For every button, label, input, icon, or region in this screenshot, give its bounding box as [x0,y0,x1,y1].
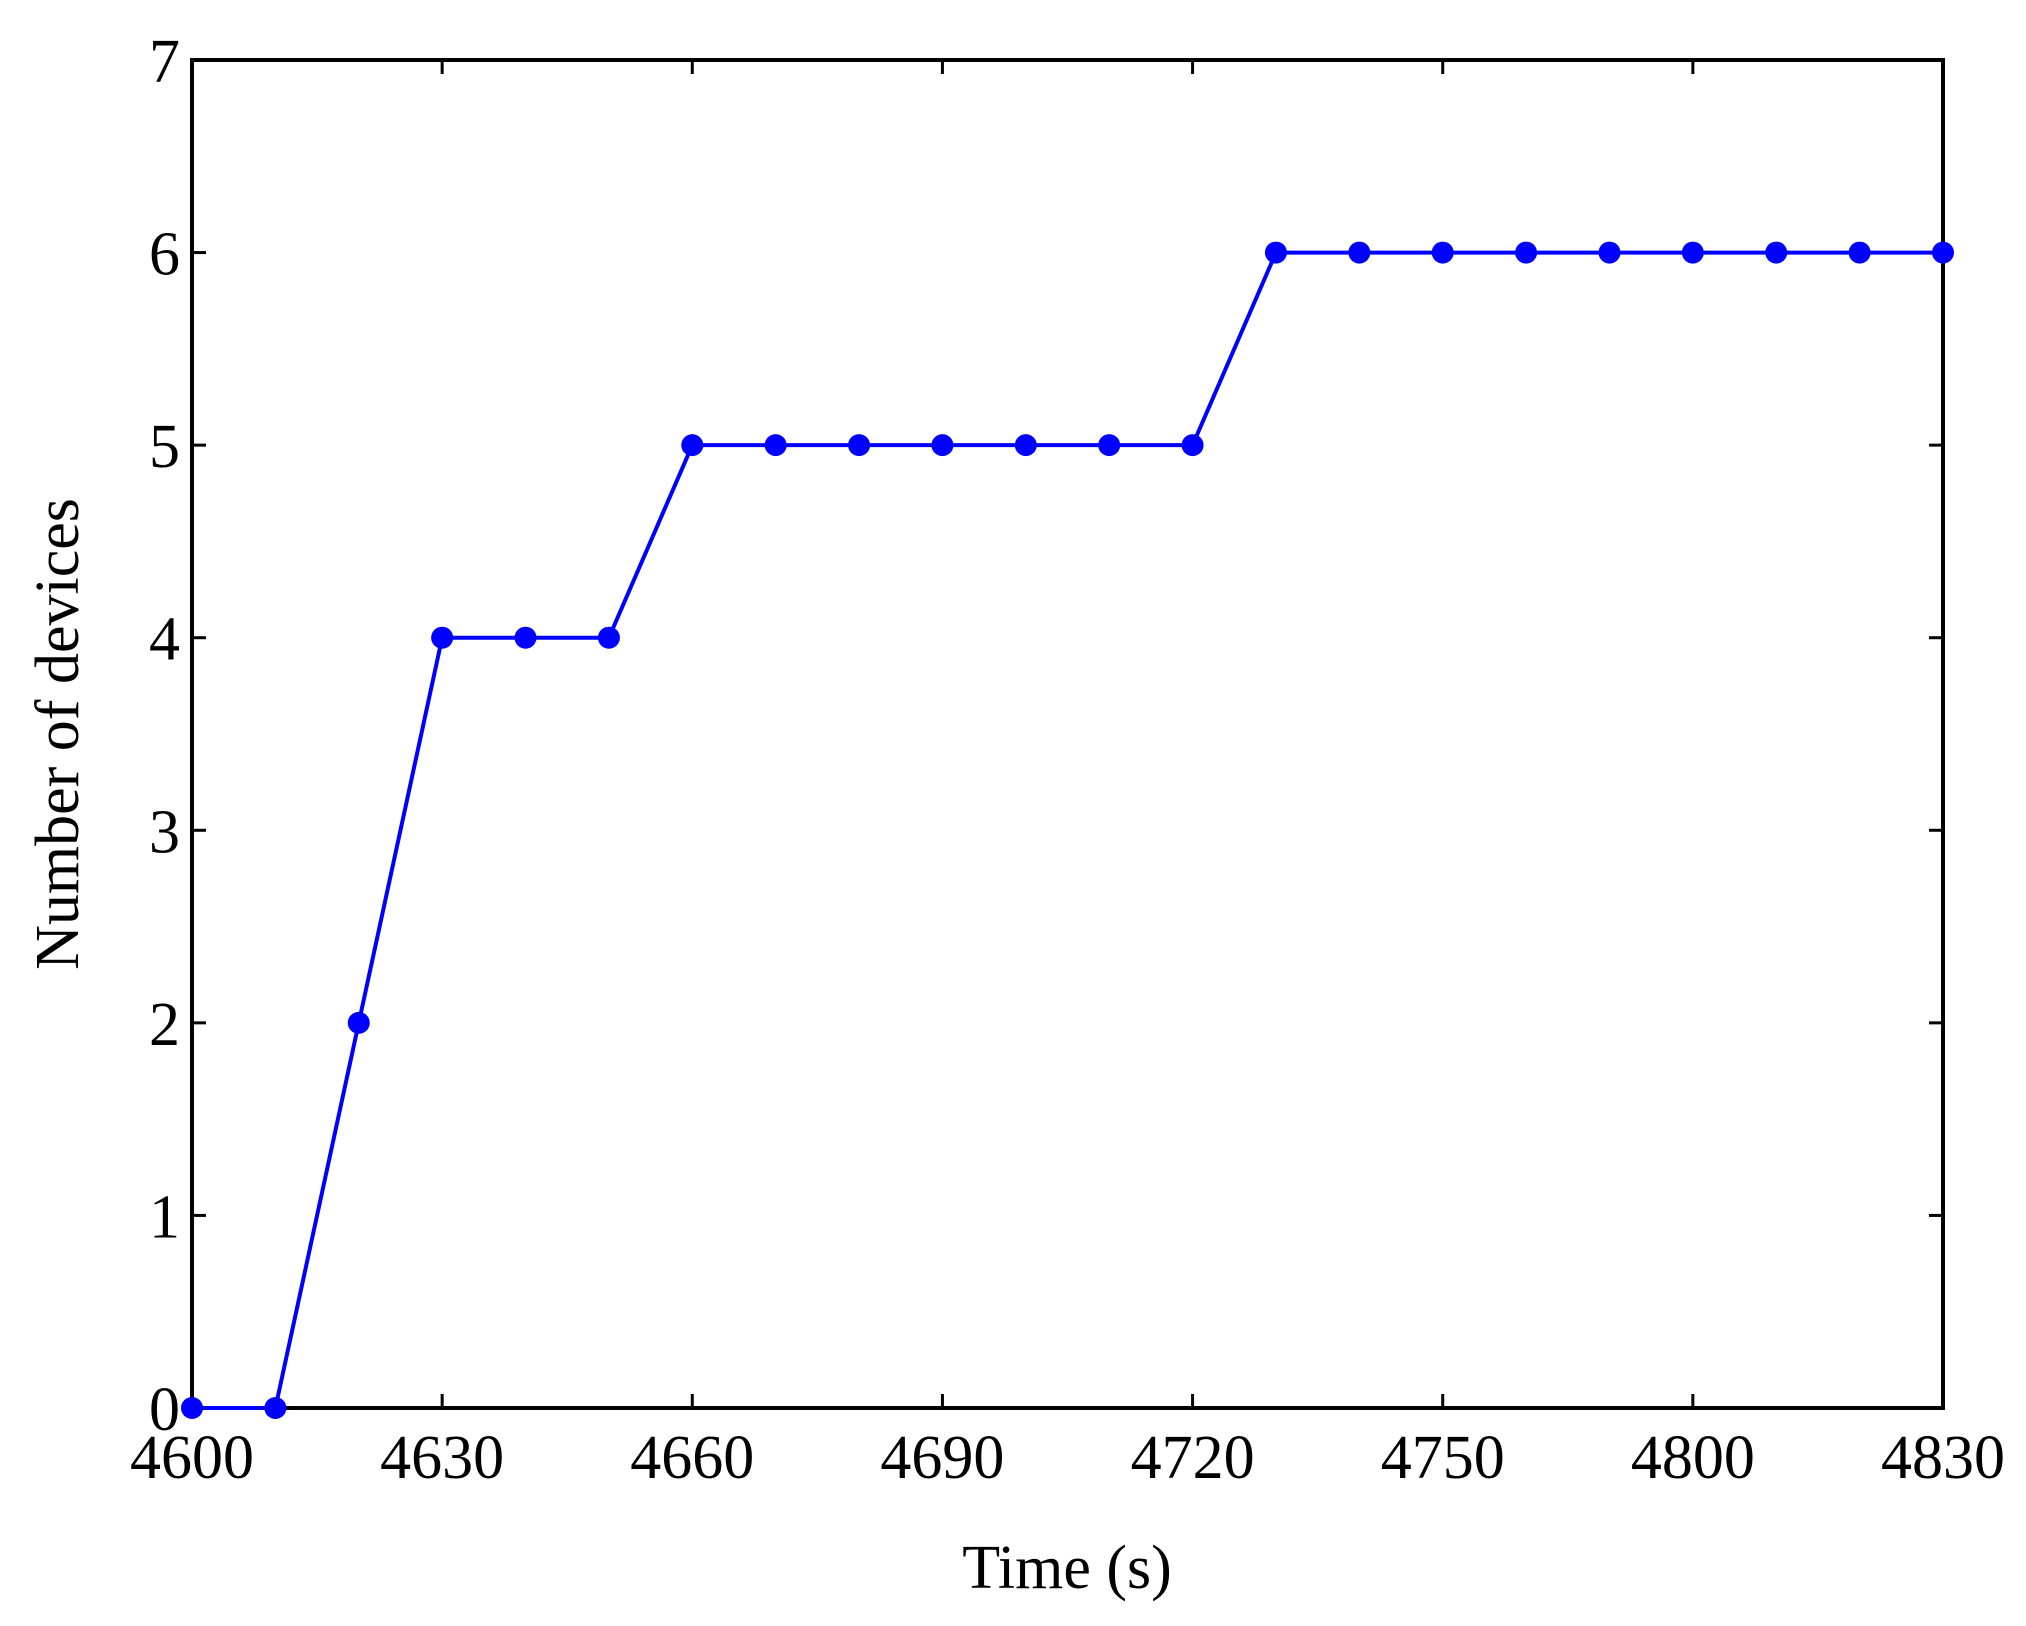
data-point [1681,241,1704,264]
data-point [347,1011,370,1034]
y-tick-label: 4 [149,606,180,674]
x-tick-label: 4750 [1381,1424,1505,1492]
data-point [1181,434,1204,457]
data-point [1431,241,1454,264]
x-axis-label: Time (s) [962,1534,1172,1602]
data-point [264,1397,287,1419]
data-point [514,626,537,649]
series-line [192,250,1943,1410]
data-point [1014,434,1037,457]
y-tick-label: 2 [149,991,180,1059]
x-tick-label: 4600 [130,1424,254,1492]
data-point [1932,241,1954,264]
data-point [681,434,704,457]
x-tick-label: 4830 [1881,1424,2005,1492]
data-point [1515,241,1538,264]
data-point [181,1397,203,1419]
y-tick-label: 5 [149,413,180,481]
y-axis-label: Number of devices [24,498,92,970]
x-tick-label: 4690 [880,1424,1004,1492]
data-point [1348,241,1371,264]
data-point [1264,241,1287,264]
data-point [1765,241,1788,264]
data-point [1848,241,1871,264]
x-tick-label: 4800 [1631,1424,1755,1492]
data-point [597,626,620,649]
y-tick-label: 1 [149,1183,180,1251]
data-point [931,434,954,457]
x-tick-label: 4660 [630,1424,754,1492]
data-point [1598,241,1621,264]
data-point [431,626,454,649]
y-tick-label: 7 [149,28,180,96]
x-tick-label: 4720 [1131,1424,1255,1492]
data-point [764,434,787,457]
data-point [848,434,871,457]
plot-frame [190,58,1945,1410]
y-tick-label: 6 [149,221,180,289]
x-tick-label: 4630 [380,1424,504,1492]
data-point [1098,434,1121,457]
y-tick-label: 3 [149,798,180,866]
y-tick-label: 0 [149,1376,180,1444]
